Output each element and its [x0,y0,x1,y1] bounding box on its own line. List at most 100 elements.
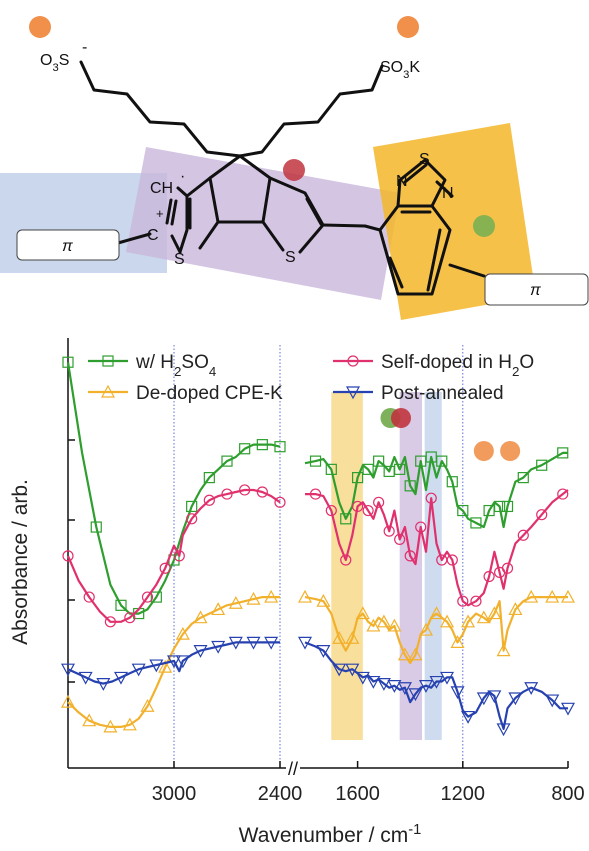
series-1-line-right [304,451,568,529]
series-1-point-29 [340,513,352,525]
series-3-point-25 [297,589,313,603]
series-1-point-21 [256,439,268,451]
series-3-point-17 [211,602,226,616]
series-2-point-7 [124,612,136,624]
series-3-point-23 [264,589,279,603]
series-1-point-33 [362,463,374,475]
series-4-point-5 [96,677,111,691]
series-2-line-left [66,488,281,623]
molecular-structure: O3S - SO3K CH · + C S S N S N π π [0,16,589,320]
pi-left-label: π [62,238,73,255]
series-4-point-35 [355,671,370,685]
legend-marker-1 [102,355,114,367]
series-1-point-59 [501,500,514,513]
x-tick-label-1200: 1200 [441,783,486,805]
series-2-point-51 [446,554,458,566]
series-2-point-9 [141,591,154,603]
legend-entry-4: Post-annealed [333,383,504,404]
chemical-bonds [79,60,486,296]
series-3-point-63 [524,589,539,603]
legend-entry-3: De-doped CPE-K [88,383,283,404]
series-4-point-29 [316,645,331,658]
o3s-label: O3S [40,52,69,74]
legend-label-1: w/ H2SO4 [135,352,216,379]
ir-spectra-chart: // 3000 2400 1600 1200 800 w/ H2SO4 Self-doped… [9,338,585,847]
series-1-point-1 [62,356,74,368]
series-2-point-55 [470,595,482,607]
green-marker-btd [473,215,495,237]
series-4-point-57 [476,692,491,706]
sulfur-top-label: S [419,151,430,168]
series-3-point-47 [429,606,444,620]
series-2-point-61 [501,562,514,574]
series-4-point-13 [166,655,182,669]
series-4-point-63 [508,692,523,706]
series-2-point-35 [362,504,374,517]
series-3-point-11 [158,659,173,673]
x-tick-label-1600: 1600 [335,783,380,805]
series-4-point-23 [246,636,261,650]
series-1-point-5 [115,599,127,611]
red-marker-center [283,159,305,181]
series-2-point-45 [415,521,427,533]
series-3-point-53 [461,614,476,628]
series-4-point-65 [524,682,539,695]
series-4-point-27 [297,636,313,650]
series-2-point-39 [383,525,395,537]
series-2-point-37 [373,496,385,508]
series-1-point-19 [239,443,251,455]
series-1-point-17 [221,455,233,467]
series-4-point-49 [429,675,444,689]
carbon-label: C [147,227,159,244]
so3k-label: SO3K [380,59,420,81]
series-2-point-47 [425,492,437,504]
series-3-point-67 [560,589,576,603]
series-3-point-5 [103,719,118,733]
series-3-point-21 [246,591,261,605]
series-3-point-65 [545,589,560,603]
series-2-point-21 [239,484,251,496]
series-3-point-61 [508,602,523,616]
series-3-point-31 [345,631,360,644]
plus-charge-label: + [156,206,164,221]
legend-marker-2 [347,355,359,367]
x-tick-label-3000: 3000 [152,783,197,805]
nitrogen-right-label: N [442,185,454,202]
series-2-point-43 [404,550,416,562]
highlight-band-1 [331,392,363,740]
series-4-point-61 [496,723,511,737]
series-1-point-15 [203,472,215,484]
legend-label-2: Self-doped in H2O [381,352,534,379]
x-tick-label-800: 800 [551,783,584,805]
series-2-point-29 [325,504,337,517]
series-4-point-39 [376,677,391,691]
series-1-point-39 [394,463,406,475]
series-3-point-29 [332,631,347,644]
series-1-point-13 [186,500,198,513]
series-2-point-17 [203,494,215,506]
series-3-point-39 [387,618,402,632]
series-4-point-9 [131,663,146,677]
series-3-point-41 [397,647,412,661]
legend-entry-2: Self-doped in H2O [333,352,534,379]
series-2-line-right [305,489,569,607]
series-1-point-25 [309,455,322,467]
series-4-point-1 [60,663,76,677]
series-2-point-53 [457,595,469,607]
series-2-point-13 [173,550,185,562]
series-1-point-9 [150,591,162,603]
x-axis-label: Wavenumber / cm-1 [239,822,422,847]
pi-box-right [484,273,589,306]
ch-label: CH [150,180,173,197]
series-3-point-43 [408,647,423,661]
sulfur-mid-label: S [285,249,296,266]
series-1-point-47 [436,455,448,467]
series-4-point-51 [440,671,455,685]
series-1-point-51 [457,504,469,517]
legend-marker-4 [345,386,361,400]
series-4-point-67 [545,694,560,708]
series-2-point-31 [340,554,352,566]
band-marker-3 [473,441,494,461]
series-3-point-35 [366,618,381,632]
nitrogen-top-label: N [396,173,408,190]
